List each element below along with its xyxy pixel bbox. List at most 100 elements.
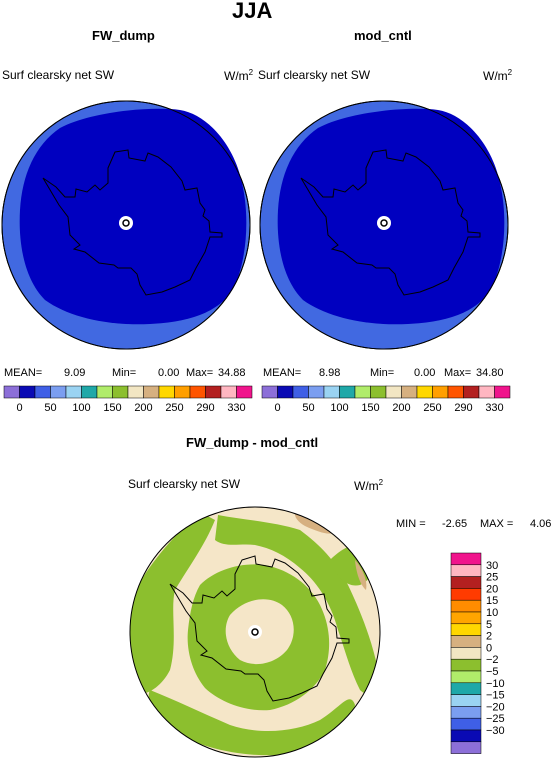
panel-units-label: W/m2 — [354, 478, 384, 493]
stats-max-value: 4.06 — [530, 518, 552, 530]
colorbar-tick-label: 0 — [274, 402, 280, 414]
polar-map-mod-cntl — [259, 100, 509, 350]
stats-max-label: Max= — [186, 367, 214, 379]
colorbar-swatch — [450, 588, 482, 601]
colorbar-swatch — [19, 385, 36, 399]
colorbar-tick-label: −10 — [486, 678, 505, 690]
panel-title-difference: FW_dump - mod_cntl — [186, 435, 319, 450]
colorbar-tick-label: 330 — [227, 402, 245, 414]
panel-units-label: W/m2 — [224, 68, 254, 83]
colorbar-tick-label: −5 — [486, 666, 499, 678]
coastline-boundary — [42, 149, 223, 296]
coastline-boundary — [300, 149, 481, 296]
stats-min-label: Min= — [112, 367, 137, 379]
stats-min-label: Min= — [370, 367, 395, 379]
colorbar-swatch — [450, 552, 482, 566]
panel-title-mod-cntl: mod_cntl — [354, 28, 412, 43]
colorbar-swatch — [34, 385, 51, 399]
colorbar-swatch — [65, 385, 82, 399]
stats-mean-value: 8.98 — [319, 367, 341, 379]
colorbar-tick-label: 0 — [16, 402, 22, 414]
colorbar-swatch — [339, 385, 356, 399]
colorbar-tick-label: 290 — [454, 402, 472, 414]
colorbar-tick-label: 250 — [423, 402, 441, 414]
colorbar-swatch — [450, 682, 482, 695]
map-border — [1, 100, 251, 350]
colorbar-swatch — [450, 599, 482, 613]
colorbar-swatch — [354, 385, 371, 399]
colorbar-swatch — [127, 385, 144, 399]
colorbar-swatch — [385, 385, 402, 399]
stats-mean-label: MEAN= — [263, 367, 302, 379]
colorbar-swatch — [450, 564, 482, 577]
polar-map-fw-dump — [1, 100, 251, 350]
colorbar-tick-label: 30 — [486, 560, 498, 572]
colorbar-swatch — [450, 647, 482, 660]
colorbar-swatch — [158, 385, 175, 399]
colorbar-swatch — [450, 694, 482, 707]
page-title: JJA — [232, 0, 273, 23]
stats-mean-value: 9.09 — [64, 367, 86, 379]
colorbar-tick-label: 0 — [486, 642, 492, 654]
stats-max-label: Max= — [444, 367, 472, 379]
colorbar-swatch — [96, 385, 113, 399]
colorbar-tick-label: −30 — [486, 725, 505, 737]
colorbar-swatch — [450, 635, 482, 648]
colorbar-swatch — [450, 623, 482, 636]
green-region-north — [215, 515, 379, 694]
colorbar-tick-label: 20 — [486, 583, 498, 595]
stats-min-value: -2.65 — [442, 518, 468, 530]
stats-mean-label: MEAN= — [4, 367, 43, 379]
colorbar-swatch — [447, 385, 464, 399]
coastline-boundary — [169, 555, 350, 702]
colorbar-swatch — [236, 385, 253, 399]
tan-region-east — [355, 560, 367, 590]
panel-variable-label: Surf clearsky net SW — [258, 68, 371, 82]
colorbar-swatch — [112, 385, 129, 399]
map-border — [259, 100, 509, 350]
colorbar-mod-cntl: 0 50 100 150 200 250 290 330 — [261, 385, 511, 414]
pole-dot — [251, 628, 259, 636]
colorbar-tick-label: 25 — [486, 572, 498, 584]
green-region-west — [130, 512, 215, 694]
panel-units-label: W/m2 — [483, 68, 513, 83]
colorbar-tick-label: −20 — [486, 701, 505, 713]
colorbar-tick-label: 2 — [486, 631, 492, 643]
colorbar-swatch — [81, 385, 98, 399]
panel-variable-label: Surf clearsky net SW — [2, 68, 115, 82]
stats-max-label: MAX = — [480, 518, 514, 530]
colorbar-tick-label: 330 — [485, 402, 503, 414]
pole-marker — [377, 216, 391, 230]
colorbar-swatch — [450, 658, 482, 672]
colorbar-tick-label: 150 — [103, 402, 121, 414]
colorbar-swatch — [308, 385, 325, 399]
pole-marker — [248, 625, 262, 639]
colorbar-swatch — [370, 385, 387, 399]
colorbar-tick-label: 200 — [392, 402, 410, 414]
colorbar-swatch — [401, 385, 418, 399]
stats-max-value: 34.88 — [218, 367, 246, 379]
stats-min-label: MIN = — [396, 518, 426, 530]
colorbar-swatch — [450, 741, 482, 754]
colorbar-swatch — [220, 385, 237, 399]
colorbar-swatch — [450, 670, 482, 684]
map-inner-region — [19, 108, 247, 325]
colorbar-swatch — [416, 385, 433, 399]
colorbar-tick-label: 100 — [72, 402, 90, 414]
stats-max-value: 34.80 — [476, 367, 504, 379]
colorbar-swatch — [478, 385, 495, 399]
colorbar-swatch — [50, 385, 67, 399]
colorbar-tick-label: 5 — [486, 619, 492, 631]
colorbar-swatch — [450, 729, 482, 743]
colorbar-swatch — [450, 576, 482, 589]
colorbar-swatch — [189, 385, 206, 399]
colorbar-swatch — [143, 385, 160, 399]
stats-min-value: 0.00 — [158, 367, 180, 379]
colorbar-tick-label: 290 — [196, 402, 214, 414]
green-region-ring — [187, 564, 330, 711]
green-region-south — [148, 690, 355, 756]
pole-marker — [119, 216, 133, 230]
colorbar-tick-label: 250 — [165, 402, 183, 414]
colorbar-swatch — [3, 385, 20, 399]
panel-title-fw-dump: FW_dump — [92, 28, 155, 43]
